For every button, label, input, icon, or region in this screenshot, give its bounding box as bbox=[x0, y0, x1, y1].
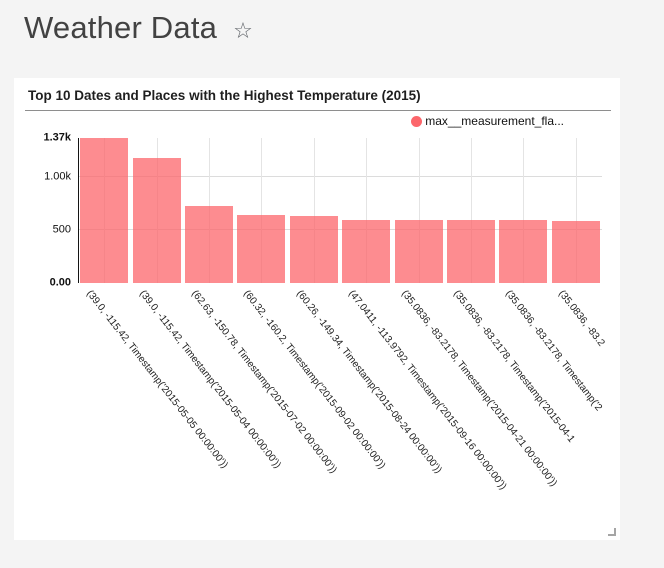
bar[interactable] bbox=[185, 206, 233, 283]
bar[interactable] bbox=[447, 219, 495, 283]
vertical-gridline bbox=[523, 138, 525, 283]
y-axis-tick-label: 1.37k bbox=[43, 131, 71, 144]
legend-label: max__measurement_fla... bbox=[425, 114, 564, 128]
title-divider bbox=[25, 110, 611, 111]
vertical-gridline bbox=[261, 138, 263, 283]
bar[interactable] bbox=[394, 219, 443, 283]
y-axis-tick-label: 0.00 bbox=[49, 276, 71, 289]
bar[interactable] bbox=[237, 214, 286, 283]
bar[interactable] bbox=[80, 138, 129, 283]
page-title: Weather Data bbox=[24, 10, 218, 45]
vertical-gridline bbox=[575, 138, 577, 283]
plot-area: 1.37k 1.00k 500 0.00 (39.0, -115.42, Timesta… bbox=[43, 132, 606, 492]
y-axis-line bbox=[78, 138, 79, 283]
chart-title: Top 10 Dates and Places with the Highest… bbox=[28, 88, 421, 103]
x-axis-tick-label: (35.0836, -83.2 bbox=[555, 288, 607, 349]
vertical-gridline bbox=[418, 138, 420, 283]
dashboard-header: Weather Data ☆ bbox=[24, 10, 253, 46]
bar[interactable] bbox=[342, 219, 391, 283]
vertical-gridline bbox=[471, 138, 472, 283]
star-outline-icon[interactable]: ☆ bbox=[233, 18, 253, 43]
y-axis-tick-label: 500 bbox=[52, 223, 71, 236]
vertical-gridline bbox=[366, 138, 368, 283]
legend-color-dot bbox=[411, 115, 423, 127]
bar[interactable] bbox=[289, 216, 338, 283]
legend-item[interactable]: max__measurement_fla... bbox=[411, 114, 564, 128]
horizontal-gridline bbox=[78, 229, 602, 231]
bar[interactable] bbox=[132, 158, 181, 283]
resize-corner-icon[interactable] bbox=[608, 528, 616, 536]
x-axis-tick-label: (35.0836, -83.2178, Timestamp('2 bbox=[503, 288, 605, 414]
bar[interactable] bbox=[499, 220, 548, 283]
y-axis-tick-label: 1.00k bbox=[44, 170, 71, 183]
bar[interactable] bbox=[551, 220, 600, 283]
horizontal-gridline bbox=[78, 176, 602, 178]
vertical-gridline bbox=[313, 138, 315, 283]
chart-card: Top 10 Dates and Places with the Highest… bbox=[14, 78, 620, 540]
